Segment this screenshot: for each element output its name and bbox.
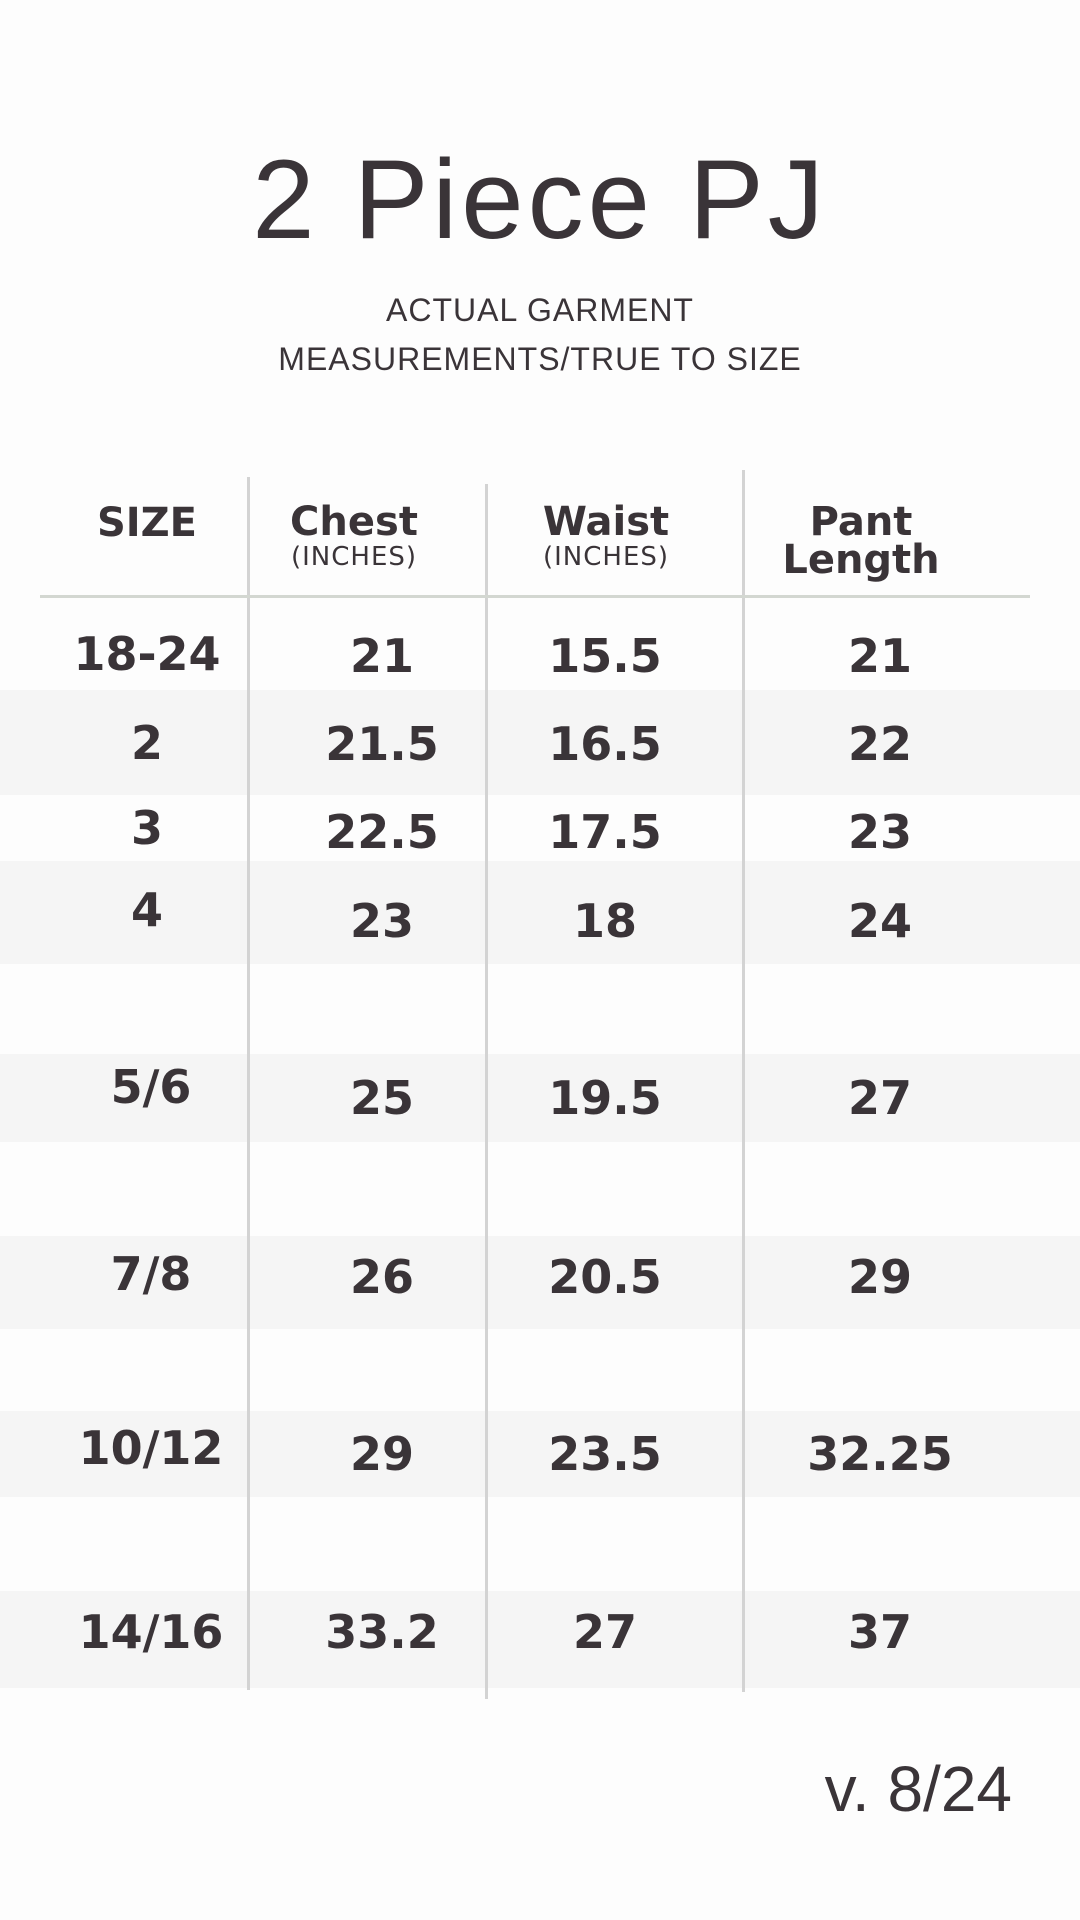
header-label: Waist xyxy=(542,499,670,545)
row-band xyxy=(0,690,1080,795)
page-title: 2 Piece PJ xyxy=(252,137,828,262)
cell-waist: 23.5 xyxy=(548,1427,662,1481)
cell-size: 10/12 xyxy=(78,1421,224,1475)
cell-waist: 20.5 xyxy=(548,1250,662,1304)
cell-size: 5/6 xyxy=(110,1060,192,1114)
column-divider xyxy=(247,477,250,1690)
cell-size: 18-24 xyxy=(73,627,221,681)
cell-pant-length: 37 xyxy=(847,1605,913,1659)
column-divider xyxy=(485,484,488,1699)
cell-chest: 21 xyxy=(349,629,415,683)
header-label: SIZE xyxy=(96,500,198,546)
header-label: Chest xyxy=(290,499,418,545)
row-band xyxy=(0,1236,1080,1329)
cell-pant-length: 27 xyxy=(847,1071,913,1125)
cell-size: 2 xyxy=(130,716,164,770)
cell-pant-length: 22 xyxy=(847,717,913,771)
subtitle-line-2: MEASUREMENTS/TRUE TO SIZE xyxy=(278,341,802,377)
cell-size: 4 xyxy=(130,883,164,937)
cell-size: 14/16 xyxy=(78,1605,224,1659)
header-divider xyxy=(40,595,1030,598)
cell-chest: 22.5 xyxy=(325,805,439,859)
version-label: v. 8/24 xyxy=(824,1753,1012,1825)
cell-waist: 18 xyxy=(572,894,638,948)
cell-pant-length: 32.25 xyxy=(807,1427,953,1481)
cell-chest: 33.2 xyxy=(325,1605,439,1659)
cell-waist: 27 xyxy=(572,1605,638,1659)
cell-chest: 25 xyxy=(349,1071,415,1125)
cell-pant-length: 23 xyxy=(847,805,913,859)
header-chest: Chest (INCHES) xyxy=(290,502,418,572)
cell-chest: 23 xyxy=(349,894,415,948)
header-waist: Waist (INCHES) xyxy=(543,502,669,572)
header-pant-length: Pant Length xyxy=(782,499,940,583)
header-unit: (INCHES) xyxy=(542,542,670,572)
header-unit: (INCHES) xyxy=(290,542,418,572)
cell-waist: 15.5 xyxy=(548,629,662,683)
cell-chest: 26 xyxy=(349,1250,415,1304)
cell-waist: 16.5 xyxy=(548,717,662,771)
cell-pant-length: 29 xyxy=(847,1250,913,1304)
cell-size: 7/8 xyxy=(110,1247,192,1301)
cell-chest: 29 xyxy=(349,1427,415,1481)
cell-pant-length: 21 xyxy=(847,629,913,683)
cell-waist: 19.5 xyxy=(548,1071,662,1125)
cell-pant-length: 24 xyxy=(847,894,913,948)
row-band xyxy=(0,1054,1080,1142)
row-band xyxy=(0,1411,1080,1497)
subtitle-line-1: ACTUAL GARMENT xyxy=(386,292,694,328)
cell-waist: 17.5 xyxy=(548,805,662,859)
column-divider xyxy=(742,470,745,1692)
cell-size: 3 xyxy=(130,801,164,855)
header-size: SIZE xyxy=(97,503,197,543)
row-band xyxy=(0,1591,1080,1688)
row-band xyxy=(0,861,1080,964)
cell-chest: 21.5 xyxy=(325,717,439,771)
